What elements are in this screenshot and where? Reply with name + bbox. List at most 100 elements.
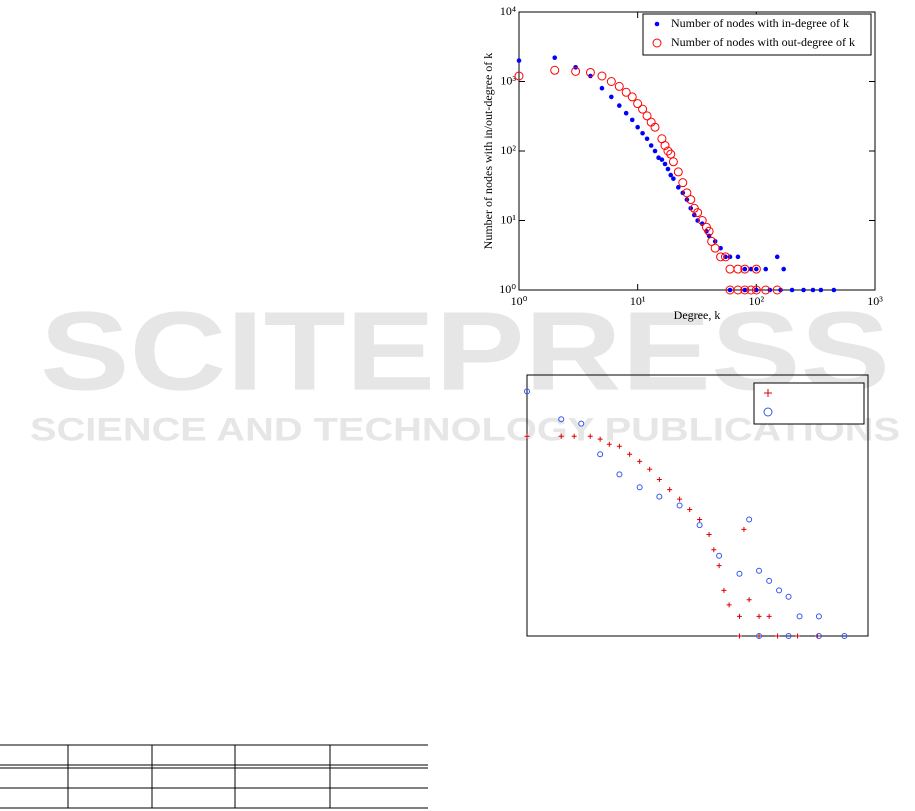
point	[635, 124, 640, 130]
point	[763, 266, 769, 272]
point	[656, 477, 662, 483]
point	[597, 451, 604, 458]
point	[733, 285, 743, 295]
point	[716, 552, 723, 559]
point	[796, 613, 803, 620]
point	[571, 433, 577, 439]
point	[716, 563, 722, 569]
point	[656, 155, 661, 161]
point	[776, 587, 783, 594]
point	[754, 266, 759, 272]
x-tick-label: 10¹	[630, 294, 646, 308]
point	[746, 597, 752, 603]
point	[697, 517, 703, 523]
point	[687, 506, 693, 512]
legend-label: Number of nodes with in-degree of k	[671, 16, 849, 30]
point	[659, 157, 665, 162]
point	[616, 471, 623, 478]
point	[637, 458, 643, 464]
point	[633, 99, 643, 109]
legend-box	[642, 13, 872, 56]
point	[721, 252, 731, 262]
point	[742, 287, 748, 293]
point	[726, 602, 732, 608]
point	[815, 613, 822, 620]
legend-label: Number of nodes with out-degree of k	[671, 35, 855, 49]
point	[571, 66, 581, 76]
point	[741, 526, 747, 532]
point	[524, 433, 530, 439]
point	[524, 388, 530, 395]
y-tick-label: 10⁴	[500, 4, 516, 18]
point	[578, 420, 585, 427]
point	[810, 287, 816, 293]
point	[733, 264, 743, 274]
watermark-title: SCITEPRESS	[40, 289, 890, 414]
legend-marker	[764, 389, 772, 397]
point	[558, 416, 565, 423]
y-tick-label: 10¹	[500, 212, 516, 226]
point	[725, 264, 735, 274]
y-axis-label: Number of nodes with in/out-degree of k	[481, 53, 495, 250]
point	[766, 613, 772, 619]
point	[704, 226, 714, 236]
point	[550, 65, 560, 75]
point	[686, 195, 696, 205]
point	[785, 633, 792, 639]
point	[587, 433, 593, 439]
point	[667, 487, 673, 493]
point	[676, 185, 681, 190]
point	[710, 243, 720, 253]
point	[552, 55, 558, 61]
point	[774, 254, 780, 260]
point	[636, 484, 643, 491]
empty-table	[0, 744, 428, 809]
point	[756, 633, 762, 639]
point	[597, 436, 603, 442]
point	[640, 130, 645, 136]
point	[751, 285, 761, 295]
point	[831, 287, 837, 293]
legend-box	[753, 382, 865, 425]
point	[668, 172, 674, 178]
point	[706, 531, 712, 537]
x-tick-label: 10²	[749, 294, 765, 308]
point	[676, 502, 683, 509]
point	[621, 87, 631, 97]
point	[606, 77, 616, 86]
point	[648, 143, 654, 148]
point	[642, 111, 652, 121]
point	[756, 633, 763, 639]
legend-marker	[763, 407, 773, 417]
point	[616, 443, 622, 449]
point	[735, 254, 741, 260]
point	[746, 285, 756, 295]
point	[711, 547, 717, 553]
point	[597, 71, 607, 81]
point	[801, 287, 806, 293]
point	[789, 287, 795, 293]
point	[721, 587, 727, 593]
point	[697, 216, 707, 225]
point	[682, 188, 692, 198]
point	[616, 103, 622, 108]
point	[736, 633, 742, 639]
legend-marker	[652, 38, 662, 48]
point	[558, 433, 564, 439]
point	[623, 110, 629, 116]
legend-marker	[654, 21, 660, 27]
point	[756, 567, 763, 574]
point	[516, 58, 522, 63]
point	[514, 71, 524, 81]
point	[736, 613, 742, 619]
point	[585, 67, 595, 77]
point	[627, 92, 637, 102]
point	[673, 167, 683, 177]
point	[795, 633, 801, 639]
point	[627, 451, 633, 457]
y-tick-label: 10³	[500, 73, 516, 87]
point	[614, 81, 624, 91]
point	[766, 577, 773, 584]
plot-frame	[526, 374, 869, 637]
